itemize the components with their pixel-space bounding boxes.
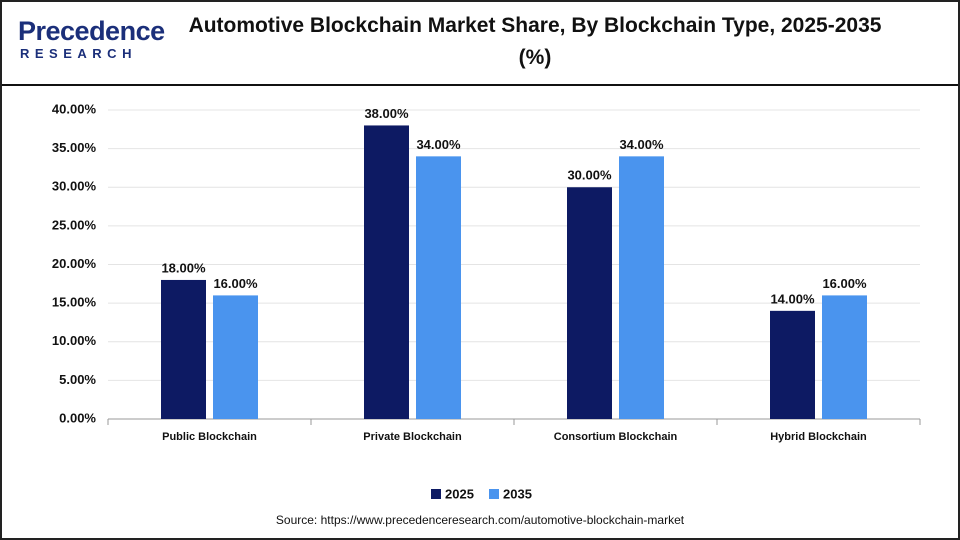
bar <box>567 187 612 419</box>
x-tick-label: Hybrid Blockchain <box>770 431 867 443</box>
bar <box>213 295 258 419</box>
bar <box>770 310 815 419</box>
value-label: 14.00% <box>770 291 815 306</box>
y-tick-label: 35.00% <box>52 140 97 155</box>
legend-label: 2025 <box>445 486 474 501</box>
x-tick-label: Consortium Blockchain <box>554 431 678 443</box>
value-label: 16.00% <box>822 276 867 291</box>
y-tick-label: 15.00% <box>52 295 97 310</box>
y-tick-label: 40.00% <box>52 101 97 116</box>
y-tick-label: 10.00% <box>52 333 97 348</box>
legend-label: 2035 <box>503 486 532 501</box>
bar <box>161 279 206 419</box>
x-tick-label: Public Blockchain <box>162 431 257 443</box>
logo-tagline: RESEARCH <box>20 46 137 61</box>
source-note: Source: https://www.precedenceresearch.c… <box>276 513 685 527</box>
value-label: 34.00% <box>619 137 664 152</box>
y-tick-label: 5.00% <box>59 372 96 387</box>
chart-title: Automotive Blockchain Market Share, By B… <box>188 14 882 69</box>
y-tick-label: 0.00% <box>59 410 96 425</box>
x-tick-label: Private Blockchain <box>363 431 462 443</box>
y-tick-label: 30.00% <box>52 179 97 194</box>
legend-swatch <box>489 489 499 499</box>
bar <box>416 156 461 419</box>
y-tick-label: 20.00% <box>52 256 97 271</box>
value-label: 16.00% <box>213 276 258 291</box>
value-label: 18.00% <box>161 260 206 275</box>
legend-swatch <box>431 489 441 499</box>
bar <box>364 125 409 419</box>
value-label: 38.00% <box>364 106 409 121</box>
logo-name: Precedence <box>18 16 165 46</box>
value-label: 34.00% <box>416 137 461 152</box>
y-tick-label: 25.00% <box>52 217 97 232</box>
bar <box>822 295 867 419</box>
value-label: 30.00% <box>567 168 612 183</box>
bar <box>619 156 664 419</box>
